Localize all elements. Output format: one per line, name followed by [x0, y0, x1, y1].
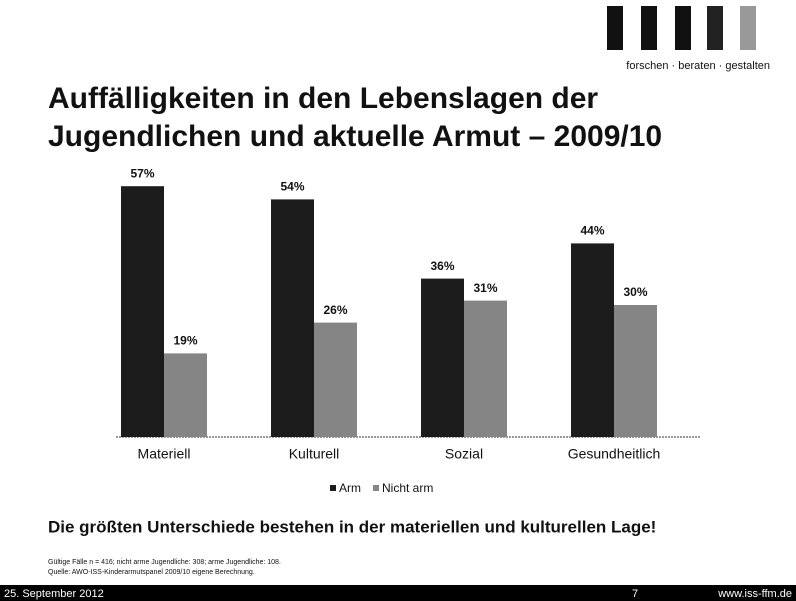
bar [164, 353, 207, 437]
data-label: 19% [173, 334, 197, 348]
footer-bar [0, 585, 796, 601]
legend-swatch [330, 485, 336, 491]
bar [271, 199, 314, 437]
data-label: 36% [430, 259, 454, 273]
logo-bars [607, 6, 756, 50]
bar [614, 305, 657, 437]
data-label: 26% [323, 303, 347, 317]
note: Gültige Fälle n = 416; nicht arme Jugend… [48, 559, 281, 566]
x-tick-label: Materiell [138, 446, 191, 462]
legend-label: Nicht arm [382, 481, 433, 495]
plot: Materiell 57% 19% Kulturell 54% 26% Sozial 36% 3… [121, 166, 660, 495]
chart-title: Auffälligkeiten in den Lebenslagen der [48, 82, 598, 115]
data-label: 44% [580, 224, 604, 238]
bar [121, 186, 164, 437]
footer-date: 25. September 2012 [4, 588, 104, 600]
logo-text: forschen · beraten · gestalten [626, 60, 770, 72]
x-tick-label: Kulturell [289, 446, 340, 462]
data-label: 57% [130, 166, 154, 180]
conclusion: Die größten Unterschiede bestehen in der… [48, 517, 656, 536]
data-label: 30% [623, 285, 647, 299]
bar [464, 300, 507, 437]
x-tick-label: Sozial [445, 446, 483, 462]
bar [571, 243, 614, 437]
legend-label: Arm [339, 481, 361, 495]
x-tick-label: Gesundheitlich [568, 446, 661, 462]
legend-swatch [373, 485, 379, 491]
data-label: 54% [280, 180, 304, 194]
bar [314, 322, 357, 437]
footer-page: 7 [632, 588, 638, 600]
bar [421, 278, 464, 437]
chart-title: Jugendlichen und aktuelle Armut – 2009/1… [48, 120, 662, 153]
note: Quelle: AWO-ISS-Kinderarmutspanel 2009/1… [48, 569, 255, 576]
data-label: 31% [473, 281, 497, 295]
footer-url: www.iss-ffm.de [717, 588, 792, 600]
